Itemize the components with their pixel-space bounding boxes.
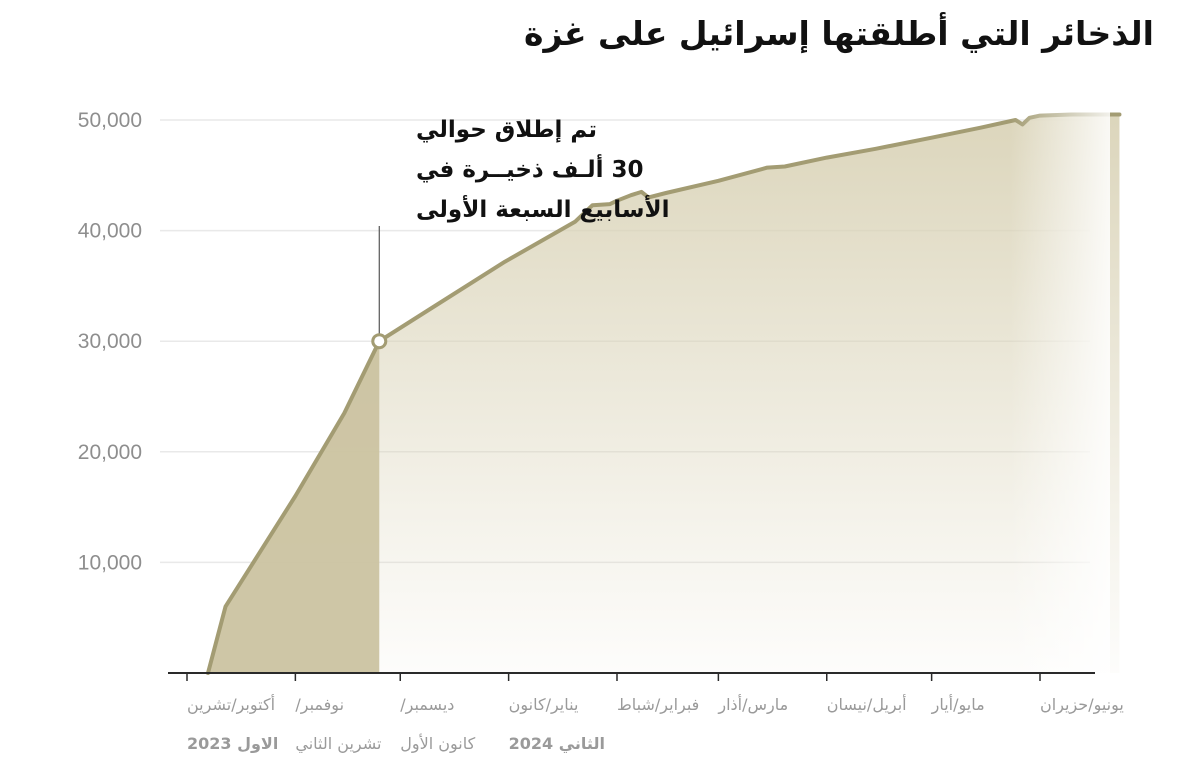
- x-tick-label: فبراير/شباط: [617, 695, 699, 715]
- x-tick-label: أكتوبر/تشرين: [187, 694, 275, 715]
- y-tick-label: 40,000: [78, 220, 142, 243]
- y-tick-label: 20,000: [78, 441, 142, 464]
- x-tick-label: كانون الأول: [400, 733, 475, 754]
- x-axis: [168, 672, 1095, 681]
- x-tick-label: نوفمبر/: [295, 695, 344, 715]
- x-tick-label: مايو/أيار: [931, 694, 985, 715]
- chart-title: الذخائر التي أطلقتها إسرائيل على غزة: [524, 14, 1154, 53]
- x-tick-label: أبريل/نيسان: [827, 694, 907, 715]
- area-layer: [206, 80, 1122, 675]
- x-tick-label: تشرين الثاني: [295, 734, 381, 754]
- series-area: [207, 114, 1120, 673]
- annotation: تم إطلاق حوالي 30 ألـف ذخيــرة في الأسابيع…: [371, 117, 669, 350]
- x-tick-label: يناير/كانون: [509, 695, 579, 715]
- x-tick-label: مارس/أذار: [717, 694, 788, 715]
- annotation-text: 30 ألـف ذخيــرة في: [416, 153, 644, 183]
- x-tick-label: الاول 2023: [187, 734, 278, 753]
- y-tick-label: 50,000: [78, 109, 142, 132]
- y-tick-label: 30,000: [78, 330, 142, 353]
- x-tick-label: ديسمبر/: [400, 695, 454, 715]
- y-axis-ticks: 10,000 20,000 30,000 40,000 50,000: [78, 109, 142, 574]
- x-axis-ticks: أكتوبر/تشرين الاول 2023 نوفمبر/تشرين الثان…: [187, 694, 1124, 754]
- x-tick-label: الثاني 2024: [509, 734, 605, 754]
- y-tick-label: 10,000: [78, 551, 142, 574]
- annotation-marker: [371, 333, 388, 350]
- highlight-area: [207, 341, 380, 673]
- annotation-text: تم إطلاق حوالي: [416, 117, 597, 143]
- x-tick-label: يونيو/حزيران: [1040, 695, 1124, 715]
- annotation-text: الأسابيع السبعة الأولى: [416, 194, 669, 223]
- right-fade: [1010, 80, 1110, 673]
